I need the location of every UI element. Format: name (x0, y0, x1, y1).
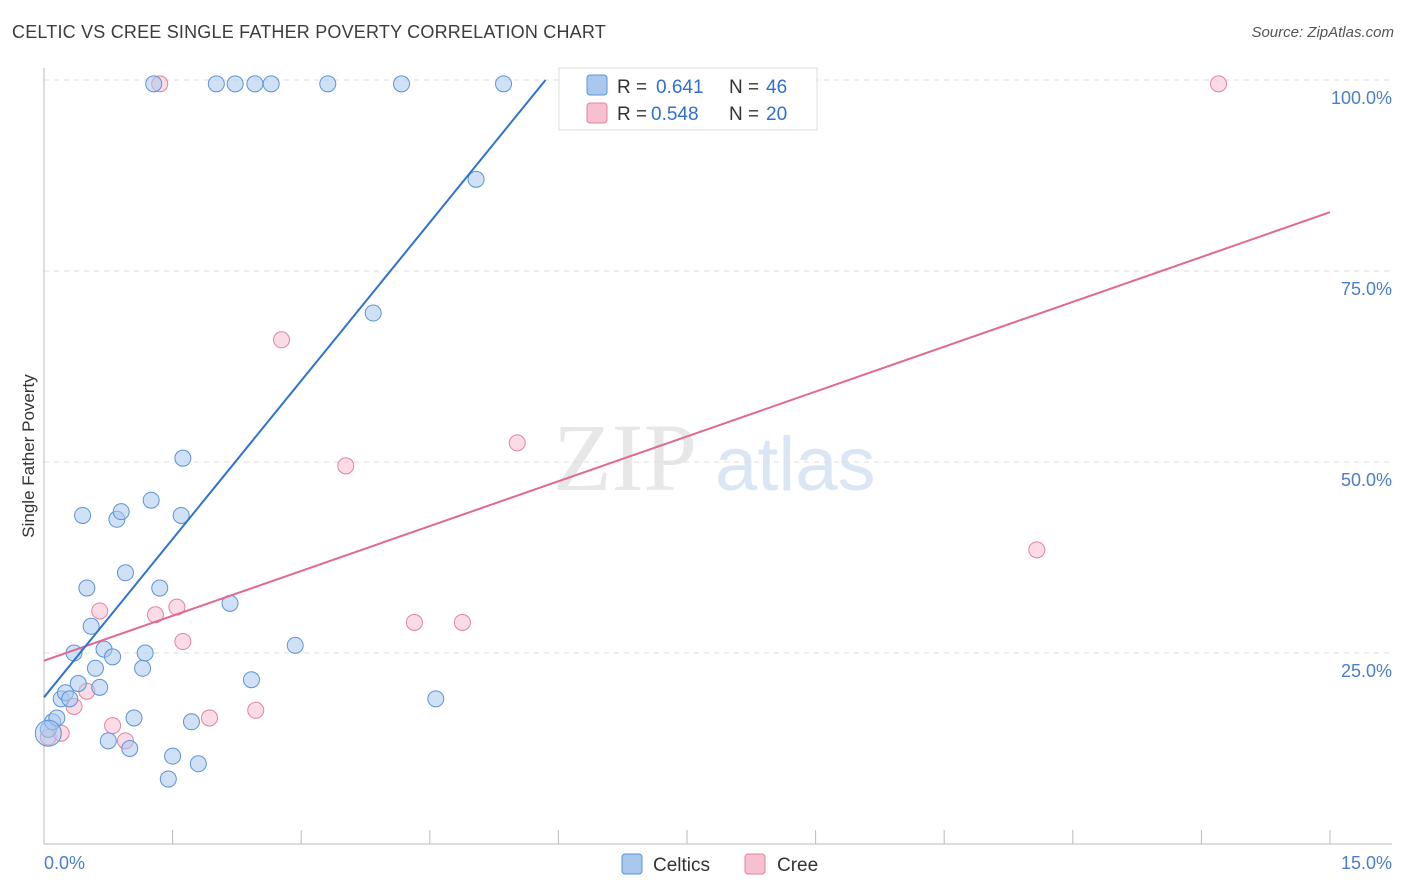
celtics-point (86, 659, 104, 677)
cree-point (1028, 541, 1046, 559)
celtics-point (121, 740, 139, 757)
celtics-point (364, 304, 382, 322)
y-tick-label: 100.0% (1331, 88, 1392, 108)
bottom-legend-swatch-celtics (621, 853, 643, 875)
cree-point (337, 457, 355, 475)
correlation-legend: R = 0.641 N = 46 R = 0.548 N = 20 (558, 67, 818, 131)
chart-title: CELTIC VS CREE SINGLE FATHER POVERTY COR… (12, 22, 606, 42)
celtics-point (174, 449, 192, 467)
cree-point (91, 602, 109, 620)
celtics-point (34, 719, 62, 747)
celtics-trend-line (43, 79, 547, 698)
legend-r-value-cree: 0.548 (651, 104, 699, 125)
cree-point (1210, 75, 1228, 93)
legend-swatch-cree (586, 102, 608, 124)
celtics-point (151, 579, 169, 597)
celtics-point (246, 75, 264, 93)
celtics-point (189, 755, 207, 773)
cree-point (508, 434, 526, 452)
celtics-point (116, 564, 134, 582)
celtics-point (78, 579, 96, 597)
watermark: ZIP atlas (553, 404, 876, 511)
celtics-point (82, 617, 100, 635)
celtics-point (99, 732, 117, 750)
x-tick-label-max: 15.0% (1341, 853, 1392, 873)
legend-r-label-celtics: R = (617, 77, 647, 98)
celtics-point (495, 75, 513, 93)
celtics-point (242, 671, 260, 689)
celtics-point (164, 747, 182, 765)
watermark-atlas: atlas (715, 422, 876, 507)
bottom-legend-label-cree: Cree (777, 855, 818, 876)
celtics-point (172, 506, 190, 524)
cree-trend-line (43, 211, 1331, 662)
cree-point (174, 633, 192, 651)
celtics-point (112, 503, 130, 521)
bottom-legend-label-celtics: Celtics (653, 855, 710, 876)
legend-n-value-cree: 20 (766, 104, 787, 125)
source-label: Source: ZipAtlas.com (1251, 24, 1394, 41)
legend-n-value-celtics: 46 (766, 77, 787, 98)
celtics-point (74, 506, 92, 524)
cree-point (200, 709, 218, 727)
cree-point (104, 717, 122, 735)
y-tick-label: 25.0% (1341, 661, 1392, 681)
y-tick-label: 50.0% (1341, 470, 1392, 490)
celtics-point (69, 675, 87, 693)
celtics-point (61, 690, 79, 708)
cree-point (453, 613, 471, 631)
celtics-point (319, 75, 337, 93)
celtics-point (207, 75, 225, 93)
celtics-point (427, 690, 445, 708)
y-tick-labels: 25.0% 50.0% 75.0% 100.0% (1331, 88, 1392, 681)
legend-r-value-celtics: 0.641 (656, 77, 704, 98)
celtics-point (226, 75, 244, 93)
x-axis-ticks (43, 830, 1331, 844)
legend-swatch-celtics (586, 74, 608, 96)
y-axis-label: Single Father Poverty (19, 374, 38, 538)
celtics-point (91, 678, 109, 696)
celtics-point (145, 75, 163, 93)
cree-point (247, 701, 265, 719)
celtics-point (134, 659, 152, 677)
celtics-point (104, 648, 122, 666)
cree-point (405, 613, 423, 631)
gridlines (44, 79, 1392, 654)
celtics-point (159, 770, 177, 788)
bottom-legend-swatch-cree (744, 853, 766, 875)
celtics-point (125, 709, 143, 727)
celtics-point (136, 644, 154, 662)
celtics-point (262, 75, 280, 93)
celtics-point (182, 713, 200, 731)
celtics-point (467, 170, 485, 188)
cree-point (272, 331, 290, 349)
legend-r-label-cree: R = (617, 104, 647, 125)
series-legend: Celtics Cree (621, 853, 818, 876)
legend-n-label-cree: N = (729, 104, 759, 125)
legend-n-label-celtics: N = (729, 77, 759, 98)
celtics-point (142, 491, 160, 509)
celtics-point (286, 636, 304, 654)
celtics-point (393, 75, 411, 93)
x-tick-label-min: 0.0% (44, 853, 85, 873)
y-tick-label: 75.0% (1341, 279, 1392, 299)
celtics-points (34, 75, 609, 788)
